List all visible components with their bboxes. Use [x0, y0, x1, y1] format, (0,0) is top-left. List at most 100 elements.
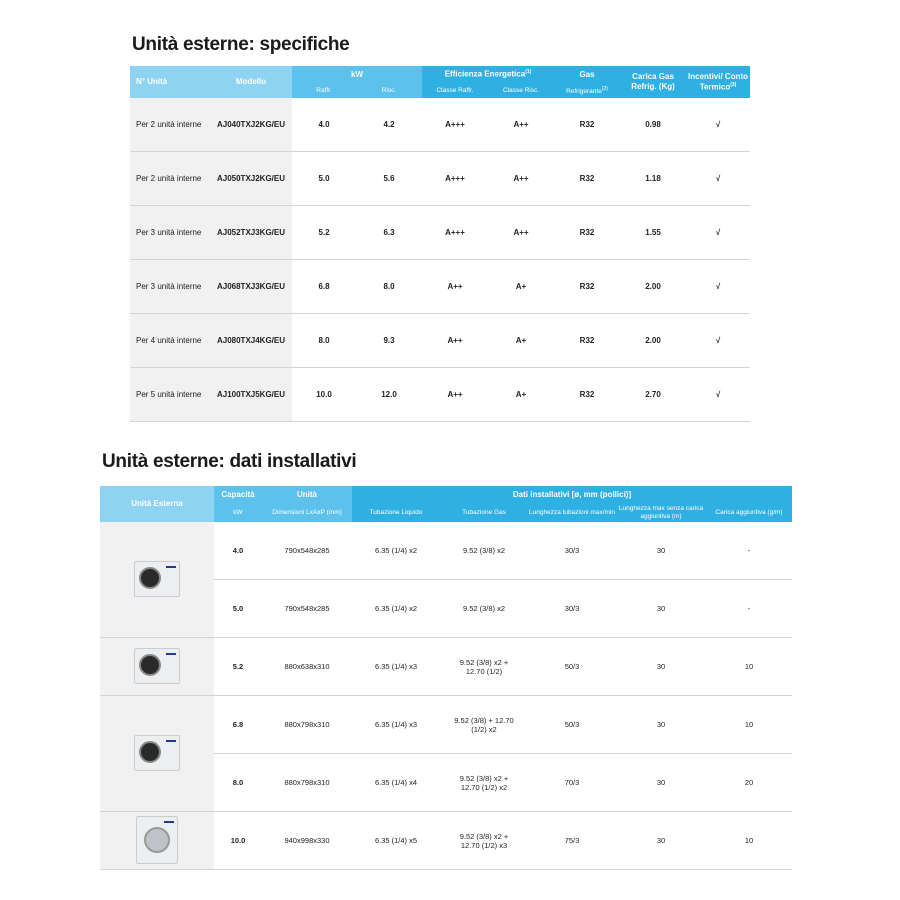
cell-incentivi: √ [686, 313, 751, 368]
cell-raffr: 6.8 [292, 259, 356, 314]
cell-kw: 5.2 [214, 637, 262, 696]
cell-modello: AJ068TXJ3KG/EU [210, 259, 292, 314]
cell-classe-raffr: A+++ [422, 151, 488, 206]
cell-risc: 9.3 [356, 313, 422, 368]
cell-classe-risc: A+ [488, 367, 555, 422]
cell-lung: 70/3 [528, 753, 616, 812]
cell-carica: 1.18 [620, 151, 687, 206]
cell-liquido: 6.35 (1/4) x5 [352, 811, 440, 870]
cell-classe-risc: A+ [488, 259, 555, 314]
fan-icon [139, 653, 161, 676]
cell-kw: 10.0 [214, 811, 262, 870]
cell-gas: 9.52 (3/8) x2 + 12.70 (1/2) x2 [440, 753, 528, 812]
outdoor-unit-image [134, 647, 180, 684]
cell-classe-risc: A++ [488, 205, 555, 260]
header-classe-risc: Classe Risc. [488, 83, 555, 98]
table-row: 6.8 880x798x310 6.35 (1/4) x3 9.52 (3/8) + … [100, 695, 793, 812]
cell-lung: 30/3 [528, 522, 616, 580]
cell-lung: 50/3 [528, 637, 616, 696]
cell-unita: Per 3 unità interne [130, 259, 210, 314]
table-row: Per 5 unità interne AJ100TXJ5KG/EU 10.0 12.… [130, 367, 751, 422]
table-row: 8.0 880x798x310 6.35 (1/4) x4 9.52 (3/8) x2… [100, 753, 793, 812]
cell-lung: 50/3 [528, 695, 616, 754]
cell-dim: 940x998x330 [262, 811, 352, 870]
header-risc: Risc. [356, 83, 422, 98]
cell-classe-risc: A++ [488, 98, 555, 152]
cell-raffr: 4.0 [292, 98, 356, 152]
cell-carica: 0.98 [620, 98, 687, 152]
cell-modello: AJ040TXJ2KG/EU [210, 98, 292, 152]
cell-gas: 9.52 (3/8) x2 + 12.70 (1/2) [440, 637, 528, 696]
header-gas: Tubazione Gas [440, 503, 528, 522]
cell-risc: 6.3 [356, 205, 422, 260]
header-classe-raffr: Classe Raffr. [422, 83, 488, 98]
outdoor-unit-image [136, 815, 178, 864]
cell-unita: Per 3 unità interne [130, 205, 210, 260]
header-raffr: Raffr. [292, 83, 356, 98]
cell-gas: 9.52 (3/8) x2 [440, 522, 528, 580]
cell-kw: 6.8 [214, 695, 262, 754]
cell-liquido: 6.35 (1/4) x4 [352, 753, 440, 812]
cell-lung: 75/3 [528, 811, 616, 870]
cell-classe-raffr: A++ [422, 259, 488, 314]
header-n-unita: N° Unità [130, 66, 210, 98]
cell-gas: R32 [554, 205, 621, 260]
cell-carica: 2.70 [620, 367, 687, 422]
header-liquido: Tubazione Liquido [352, 503, 440, 522]
fan-icon [139, 740, 161, 763]
cell-dim: 880x798x310 [262, 695, 352, 754]
cell-classe-risc: A++ [488, 151, 555, 206]
cell-liquido: 6.35 (1/4) x2 [352, 522, 440, 580]
cell-dim: 880x798x310 [262, 753, 352, 812]
cell-lung-max: 30 [616, 637, 706, 696]
cell-lung-max: 30 [616, 811, 706, 870]
fan-icon [144, 826, 170, 853]
unit-image [100, 811, 214, 870]
cell-classe-risc: A+ [488, 313, 555, 368]
cell-liquido: 6.35 (1/4) x3 [352, 695, 440, 754]
cell-carica: - [706, 579, 793, 638]
header-dimensioni: Dimensioni LxAxP (mm) [262, 503, 352, 522]
logo-icon [164, 820, 174, 823]
header-incentivi: Incentivi/ Conto Termico(3) [686, 66, 751, 98]
cell-carica: 20 [706, 753, 793, 812]
header-efficienza: Efficienza Energetica(1) [422, 66, 555, 83]
unit-image [100, 522, 214, 638]
cell-unita: Per 5 unità interne [130, 367, 210, 422]
header-carica: Carica Gas Refrig. (Kg) [620, 66, 687, 98]
specifiche-table: N° Unità Modello kW Efficienza Energetic… [130, 66, 751, 422]
cell-raffr: 5.2 [292, 205, 356, 260]
table-row: Per 4 unità interne AJ080TXJ4KG/EU 8.0 9.3 A… [130, 313, 751, 368]
cell-kw: 5.0 [214, 579, 262, 638]
cell-modello: AJ052TXJ3KG/EU [210, 205, 292, 260]
specifiche-title: Unità esterne: specifiche [132, 34, 350, 55]
cell-dim: 880x638x310 [262, 637, 352, 696]
header-carica: Carica aggiuntiva (g/m) [706, 503, 793, 522]
cell-lung-max: 30 [616, 753, 706, 812]
cell-raffr: 8.0 [292, 313, 356, 368]
table-row: 10.0 940x998x330 6.35 (1/4) x5 9.52 (3/8) x… [100, 811, 793, 870]
cell-dim: 790x548x285 [262, 579, 352, 638]
cell-liquido: 6.35 (1/4) x3 [352, 637, 440, 696]
cell-modello: AJ100TXJ5KG/EU [210, 367, 292, 422]
header-kw: kW [214, 503, 262, 522]
cell-classe-raffr: A++ [422, 313, 488, 368]
cell-raffr: 5.0 [292, 151, 356, 206]
cell-carica: 2.00 [620, 313, 687, 368]
cell-risc: 4.2 [356, 98, 422, 152]
table-row: 5.2 880x638x310 6.35 (1/4) x3 9.52 (3/8) x2… [100, 637, 793, 696]
cell-modello: AJ050TXJ2KG/EU [210, 151, 292, 206]
cell-classe-raffr: A+++ [422, 98, 488, 152]
cell-incentivi: √ [686, 205, 751, 260]
cell-kw: 4.0 [214, 522, 262, 580]
cell-lung: 30/3 [528, 579, 616, 638]
fan-icon [139, 566, 161, 589]
unit-image [100, 637, 214, 696]
cell-gas: R32 [554, 367, 621, 422]
cell-gas: R32 [554, 151, 621, 206]
cell-lung-max: 30 [616, 579, 706, 638]
header-dati: Dati installativi [ø, mm (pollici)] [352, 486, 793, 503]
table-row: Per 3 unità interne AJ052TXJ3KG/EU 5.2 6.3 A… [130, 205, 751, 260]
cell-incentivi: √ [686, 151, 751, 206]
installativi-title: Unità esterne: dati installativi [102, 451, 357, 472]
